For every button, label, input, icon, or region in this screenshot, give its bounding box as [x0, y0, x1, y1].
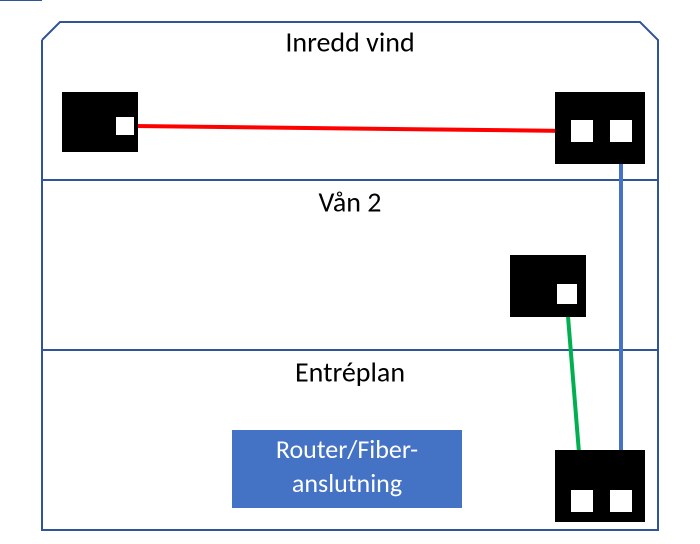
outlet-mid-right [510, 255, 586, 317]
outlet-port [116, 117, 134, 135]
router-label-line1: Router/Fiber- [276, 433, 418, 465]
cable-red [134, 126, 571, 131]
outlet-port [557, 284, 577, 304]
label-floor-bottom: Entréplan [295, 355, 405, 390]
outlet-bot-right [555, 450, 645, 522]
outlet-port [610, 490, 632, 512]
outlet-port [571, 120, 593, 142]
label-floor-middle: Vån 2 [319, 185, 382, 220]
router-label-line2: anslutning [292, 467, 402, 499]
outlet-top-left [62, 92, 138, 152]
outlet-port [571, 490, 593, 512]
outlet-top-right [555, 92, 645, 164]
outlet-port [610, 120, 632, 142]
label-floor-top: Inredd vind [285, 25, 414, 60]
